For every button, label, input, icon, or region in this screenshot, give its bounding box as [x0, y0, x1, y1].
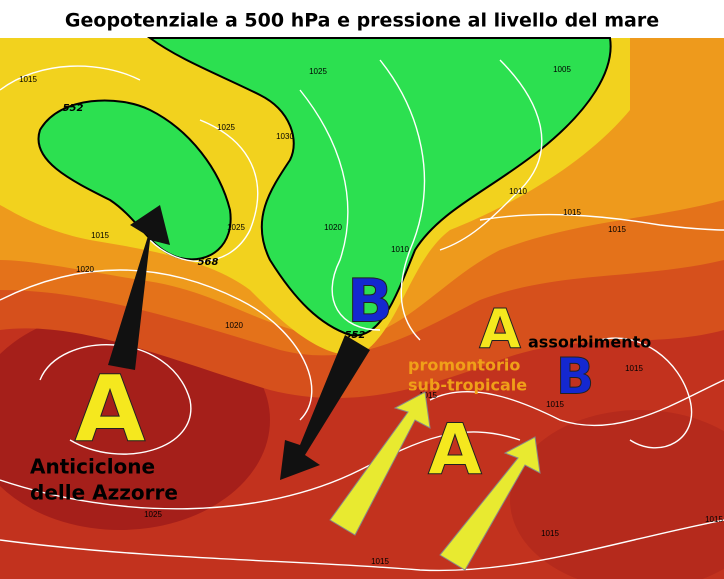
low-pressure-label: B: [556, 348, 594, 406]
green-blob: [37, 99, 232, 261]
isobar: [0, 65, 141, 91]
isobar-label: 1010: [391, 245, 409, 254]
isobar-label: 1025: [309, 67, 327, 76]
isobar: [599, 337, 693, 449]
geopotential-label: 568: [198, 257, 219, 268]
isobar: [439, 59, 543, 251]
isobar: [0, 269, 313, 421]
title-bar: [0, 0, 724, 38]
annotation: delle Azzorre: [30, 481, 178, 505]
black-arrow: [108, 205, 170, 370]
isobar-label: 1025: [217, 123, 235, 132]
isobar-label: 1015: [705, 515, 723, 524]
map-title: Geopotenziale a 500 hPa e pressione al l…: [65, 10, 659, 32]
isobar: [0, 431, 521, 510]
isobar-label: 1015: [541, 529, 559, 538]
isobar-label: 1015: [608, 225, 626, 234]
geopotential-label: 552: [345, 330, 366, 341]
isobars: [0, 59, 724, 572]
isobar-label: 1005: [553, 65, 571, 74]
yellow-arrow: [329, 391, 431, 536]
high-pressure-label: A: [428, 409, 482, 491]
isobar: [0, 519, 724, 572]
high-pressure-label: A: [479, 298, 521, 361]
isobar-label: 1015: [19, 75, 37, 84]
isobar-labels: 1015 1015 1020 1025 1025 1030 1025 1020 1010 1010…: [19, 65, 723, 566]
isobar-label: 1015: [91, 231, 109, 240]
annotation: sub-tropicale: [408, 376, 527, 395]
high-pressure-label: A: [74, 355, 145, 462]
isobar-label: 1010: [509, 187, 527, 196]
field: [0, 37, 724, 579]
isobar: [299, 89, 381, 331]
isobar-label: 1015: [371, 557, 389, 566]
annotation: promontorio: [408, 356, 520, 375]
green-trough: [146, 37, 612, 337]
isobar-label: 1015: [563, 208, 581, 217]
geopotential-label: 552: [63, 103, 84, 114]
isobar: [149, 119, 259, 262]
low-pressure-label: B: [347, 267, 393, 337]
isobar-label: 1015: [625, 364, 643, 373]
isobar: [379, 59, 426, 341]
isobar-label: 1015: [546, 400, 564, 409]
isobar-label: 1020: [76, 265, 94, 274]
isobar-label: 1020: [225, 321, 243, 330]
deep-red-area: [510, 410, 724, 579]
isobar-label: 1030: [276, 132, 294, 141]
yellow-arrow: [439, 436, 541, 571]
arrows: [108, 205, 541, 571]
annotation: Anticiclone: [30, 455, 155, 479]
isobar: [479, 213, 724, 231]
geopotential-labels: 552 568 552: [63, 103, 366, 341]
isobar: [39, 344, 192, 455]
annotation: assorbimento: [528, 333, 651, 352]
isobar-label: 1025: [144, 510, 162, 519]
isobar-label: 1015: [419, 391, 437, 400]
isobar-label: 1025: [227, 223, 245, 232]
isobar: [429, 379, 724, 427]
isobar-label: 1020: [324, 223, 342, 232]
black-arrow: [280, 335, 370, 480]
